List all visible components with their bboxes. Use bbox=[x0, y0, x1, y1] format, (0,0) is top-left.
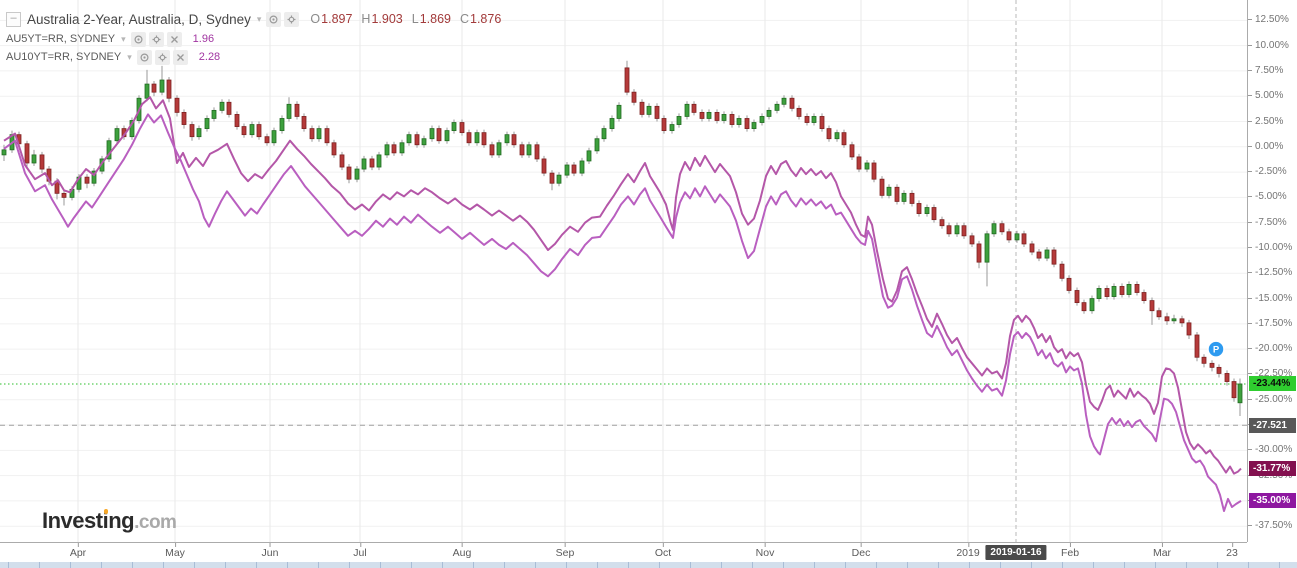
logo-text: Invest bbox=[42, 508, 103, 533]
price-tag: -23.44% bbox=[1249, 376, 1296, 392]
time-axis[interactable]: Apr May Jun Jul Aug Sep Oct Nov Dec 2019 Feb Mar 23 … bbox=[0, 542, 1247, 563]
y-axis-label: 7.50% bbox=[1248, 65, 1297, 77]
x-axis-label: May bbox=[165, 543, 185, 559]
overlay-series-row: AU10YT=RR, SYDNEY ▾ 2.28 bbox=[6, 48, 510, 66]
x-axis-label: Jun bbox=[262, 543, 278, 559]
price-tag: -31.77% bbox=[1249, 460, 1296, 476]
y-axis-label: -20.00% bbox=[1248, 343, 1297, 355]
legend: – Australia 2-Year, Australia, D, Sydney… bbox=[6, 8, 510, 66]
hide-series-icon[interactable] bbox=[136, 49, 152, 65]
hide-series-icon[interactable] bbox=[266, 11, 282, 27]
y-axis-label: -25.00% bbox=[1248, 394, 1297, 406]
y-axis-label: -5.00% bbox=[1248, 191, 1297, 203]
series-settings-gear-icon[interactable] bbox=[154, 49, 170, 65]
y-axis-label: -15.00% bbox=[1248, 293, 1297, 305]
x-axis-label: Aug bbox=[453, 543, 471, 559]
chevron-down-icon[interactable]: ▾ bbox=[127, 51, 132, 62]
price-axis[interactable]: 12.50% 10.00% 7.50% 5.00% 2.50% 0.00% -2.50% -5… bbox=[1247, 0, 1297, 542]
x-axis-label: Apr bbox=[70, 543, 86, 559]
x-axis-label: Dec bbox=[852, 543, 870, 559]
ohlc-item: C1.876 bbox=[459, 12, 502, 26]
x-axis-label: Jul bbox=[353, 543, 367, 559]
overlay-last-value: 1.96 bbox=[192, 33, 215, 45]
scrollbar-strip[interactable] bbox=[0, 562, 1297, 568]
chevron-down-icon[interactable]: ▾ bbox=[256, 13, 262, 24]
axis-corner bbox=[1247, 542, 1297, 562]
y-axis-label: -30.00% bbox=[1248, 444, 1297, 456]
logo-orange-dot bbox=[103, 509, 109, 514]
x-axis-label: 2019 bbox=[956, 543, 980, 559]
remove-series-icon[interactable] bbox=[166, 31, 182, 47]
x-axis-label: Oct bbox=[655, 543, 671, 559]
ohlc-item: L1.869 bbox=[411, 12, 451, 26]
ohlc-item: H1.903 bbox=[361, 12, 403, 26]
y-axis-label: -2.50% bbox=[1248, 166, 1297, 178]
price-tag: -27.521 bbox=[1249, 417, 1296, 433]
x-axis-label: Sep bbox=[556, 543, 574, 559]
remove-series-icon[interactable] bbox=[172, 49, 188, 65]
ohlc-item: O1.897 bbox=[310, 12, 353, 26]
main-series-row: – Australia 2-Year, Australia, D, Sydney… bbox=[6, 8, 510, 30]
y-axis-label: 5.00% bbox=[1248, 90, 1297, 102]
overlay-series-row: AU5YT=RR, SYDNEY ▾ 1.96 bbox=[6, 30, 510, 48]
chart-canvas[interactable]: P bbox=[0, 0, 1247, 542]
y-axis-label: 10.00% bbox=[1248, 40, 1297, 52]
ohlc-values: O1.897 H1.903 L1.869 C1.876 bbox=[310, 12, 510, 26]
overlay-symbol[interactable]: AU10YT=RR, SYDNEY bbox=[6, 51, 122, 63]
x-axis-label: Mar bbox=[1153, 543, 1171, 559]
y-axis-label: -37.50% bbox=[1248, 520, 1297, 532]
y-axis-label: -17.50% bbox=[1248, 318, 1297, 330]
x-axis-label: 23 bbox=[1226, 543, 1238, 559]
chevron-down-icon[interactable]: ▾ bbox=[121, 33, 126, 44]
y-axis-label: -12.50% bbox=[1248, 267, 1297, 279]
date-marker-tag: 2019-01-16 bbox=[985, 545, 1047, 560]
overlay-last-value: 2.28 bbox=[198, 51, 221, 63]
y-axis-label: -7.50% bbox=[1248, 217, 1297, 229]
y-axis-label: 12.50% bbox=[1248, 14, 1297, 26]
hide-series-icon[interactable] bbox=[130, 31, 146, 47]
y-axis-label: -10.00% bbox=[1248, 242, 1297, 254]
price-tag: -35.00% bbox=[1249, 493, 1296, 509]
investing-logo[interactable]: Invest ing.com bbox=[42, 508, 177, 533]
y-axis-label: 0.00% bbox=[1248, 141, 1297, 153]
series-settings-gear-icon[interactable] bbox=[148, 31, 164, 47]
collapse-legend-button[interactable]: – bbox=[6, 11, 21, 27]
x-axis-label: Nov bbox=[756, 543, 774, 559]
x-axis-label: Feb bbox=[1061, 543, 1079, 559]
y-axis-label: -22.50% bbox=[1248, 368, 1297, 380]
chart-title: Australia 2-Year, Australia, D, Sydney bbox=[27, 11, 251, 27]
overlay-symbol[interactable]: AU5YT=RR, SYDNEY bbox=[6, 33, 116, 45]
y-axis-label: 2.50% bbox=[1248, 116, 1297, 128]
p-event-marker[interactable]: P bbox=[1213, 345, 1220, 356]
series-settings-gear-icon[interactable] bbox=[284, 11, 300, 27]
